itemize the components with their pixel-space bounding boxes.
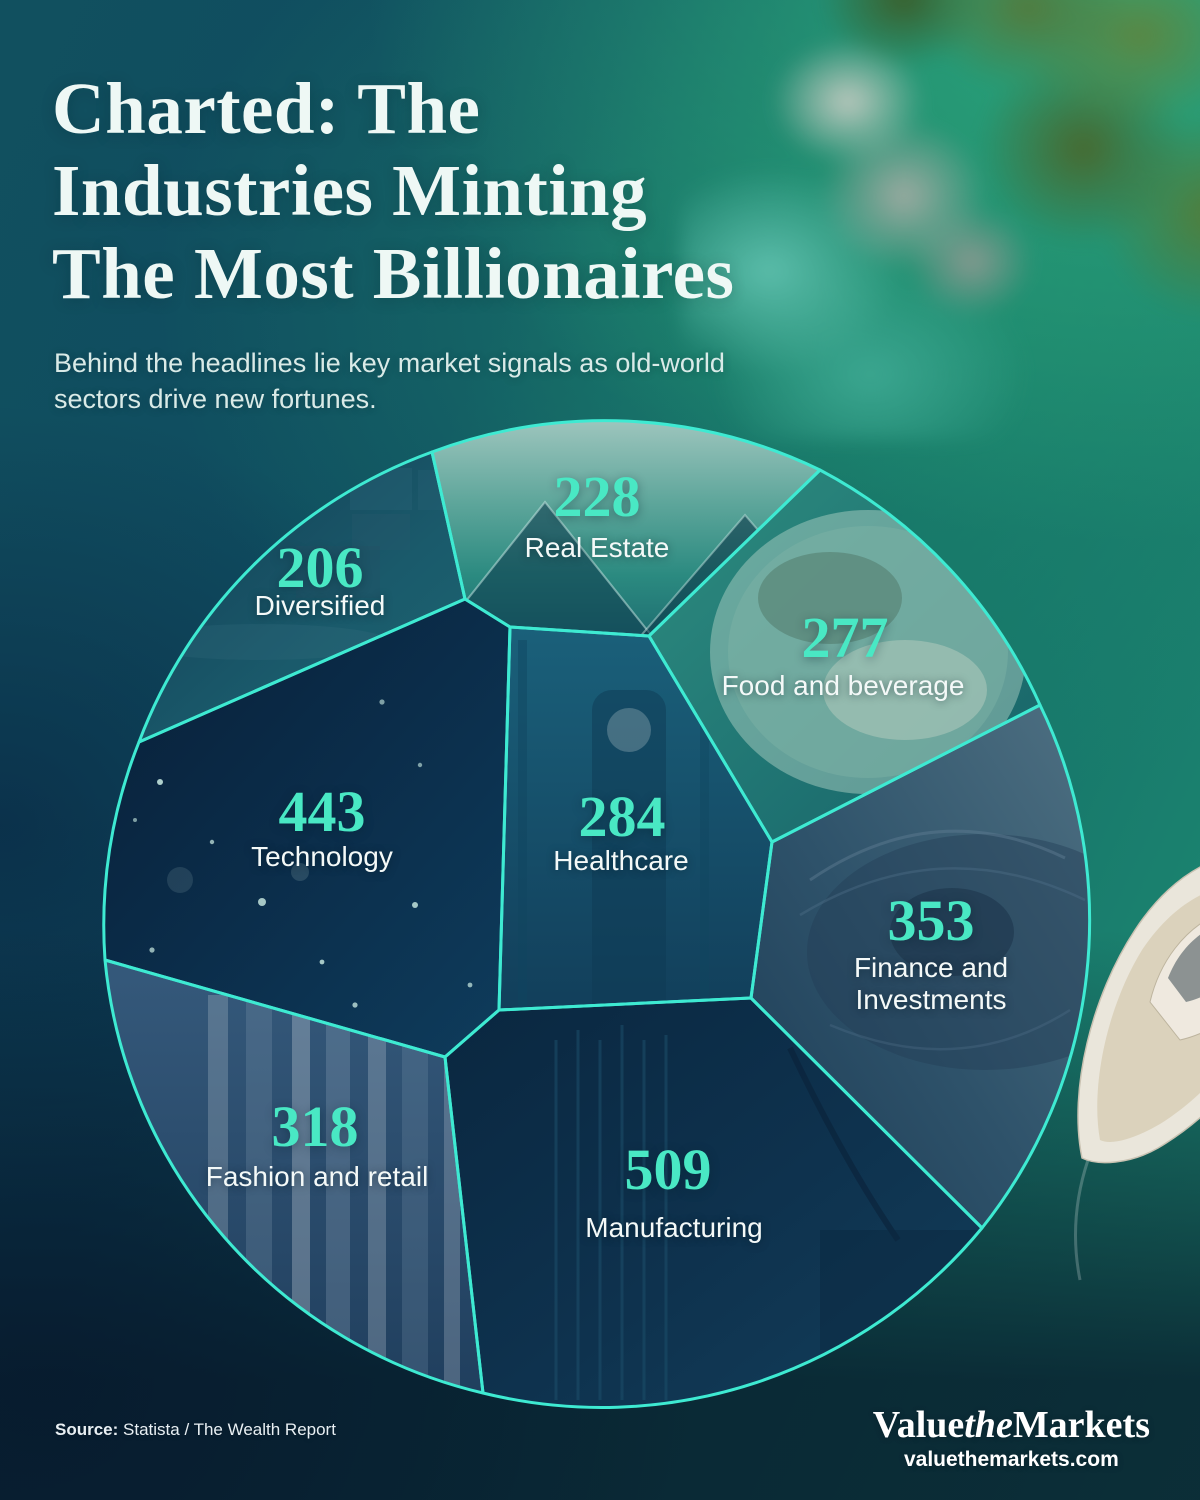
food-value: 277 xyxy=(801,605,889,670)
finance-label: Finance and Investments xyxy=(853,951,1009,1015)
technology-value: 443 xyxy=(278,779,366,844)
source-attribution: Source: Statista / The Wealth Report xyxy=(55,1420,336,1440)
yacht xyxy=(1074,866,1200,1281)
fashion-value: 318 xyxy=(271,1094,359,1159)
cell-borders xyxy=(102,419,1092,1409)
brand-part-value: Value xyxy=(872,1404,965,1446)
real_estate-label: Real Estate xyxy=(524,531,670,563)
diversified-value: 206 xyxy=(276,535,364,600)
fashion-label: Fashion and retail xyxy=(205,1160,429,1192)
page-subtitle: Behind the headlines lie key market sign… xyxy=(54,346,814,418)
brand-wordmark: ValuetheMarkets xyxy=(872,1404,1150,1446)
brand-part-the: the xyxy=(964,1404,1013,1446)
source-text: Statista / The Wealth Report xyxy=(118,1420,336,1439)
cell-fashion xyxy=(105,960,483,1393)
subtitle-line-2: sectors drive new fortunes. xyxy=(54,383,377,414)
cell-border-finance xyxy=(749,703,1092,1230)
manufacturing-label: Manufacturing xyxy=(585,1211,763,1243)
brand-logo: ValuetheMarkets valuethemarkets.com xyxy=(872,1404,1150,1472)
title-line-1: Charted: The xyxy=(52,68,481,149)
diversified-label: Diversified xyxy=(254,589,386,621)
healthcare-label: Healthcare xyxy=(553,844,689,876)
banknote-eye-texture xyxy=(799,829,1090,1070)
finance-value: 353 xyxy=(887,888,975,953)
page-title: Charted: The Industries Minting The Most… xyxy=(52,68,972,315)
healthcare-worker-texture xyxy=(518,640,709,1010)
title-line-3: The Most Billionaires xyxy=(52,232,735,314)
food-label: Food and beverage xyxy=(721,669,965,701)
technology-label: Technology xyxy=(251,840,393,872)
real_estate-value: 228 xyxy=(553,464,641,529)
brand-url: valuethemarkets.com xyxy=(903,1447,1119,1471)
cell-border-fashion xyxy=(103,958,485,1395)
title-line-2: Industries Minting xyxy=(52,150,648,232)
healthcare-value: 284 xyxy=(578,784,666,849)
manufacturing-value: 509 xyxy=(624,1137,712,1202)
cell-border-diversified xyxy=(137,450,467,744)
subtitle-line-1: Behind the headlines lie key market sign… xyxy=(54,348,725,378)
brand-part-markets: Markets xyxy=(1012,1404,1150,1446)
cell-border-manufacturing xyxy=(443,996,984,1409)
cell-border-technology xyxy=(102,597,512,1059)
cell-diversified xyxy=(139,452,465,742)
fiber-optic-dots-texture xyxy=(133,697,473,1008)
source-label: Source: xyxy=(55,1420,119,1439)
